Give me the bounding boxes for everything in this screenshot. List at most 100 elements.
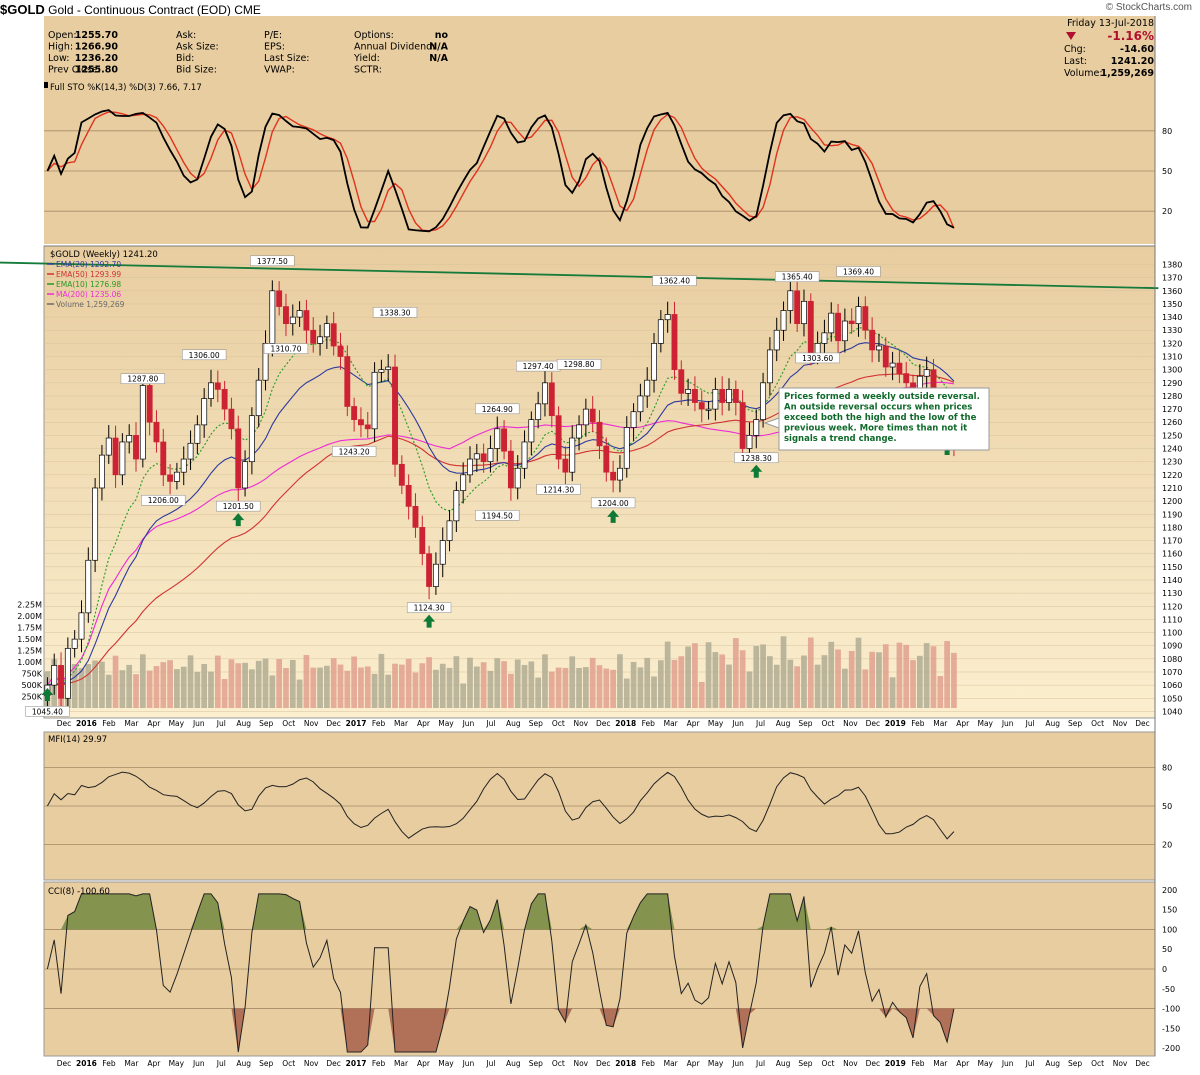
x-axis-label: Feb bbox=[102, 719, 116, 728]
price-label-box bbox=[775, 271, 820, 282]
price-label-text: 1264.90 bbox=[482, 405, 513, 414]
volume-bar bbox=[623, 678, 630, 708]
price-tick-label: 1160 bbox=[1162, 550, 1182, 559]
candle-body bbox=[167, 474, 174, 482]
price-label-text: 1206.00 bbox=[148, 496, 179, 505]
candle-body bbox=[705, 408, 712, 411]
volume-tick-label: 1.75M bbox=[17, 624, 42, 633]
volume-bar bbox=[773, 664, 780, 708]
candle-body bbox=[337, 345, 344, 357]
cci-tick-label: -150 bbox=[1162, 1024, 1180, 1033]
annotation-pointer bbox=[763, 417, 780, 429]
x-axis-label: Apr bbox=[956, 719, 970, 728]
candle-body bbox=[78, 612, 85, 640]
quote-options-value: no bbox=[435, 30, 449, 41]
price-tick-label: 1360 bbox=[1162, 287, 1182, 296]
x-axis-label: Feb bbox=[102, 1059, 116, 1068]
symbol: $GOLD bbox=[0, 2, 45, 17]
price-label-box bbox=[652, 275, 697, 286]
cci-tick-label: 150 bbox=[1162, 906, 1177, 915]
candle-body bbox=[637, 395, 644, 413]
volume-bar bbox=[194, 671, 201, 708]
candle-body bbox=[323, 323, 330, 338]
x-axis-label: Sep bbox=[529, 1059, 543, 1068]
quote-volume-value: 1,259,269 bbox=[1101, 68, 1155, 79]
mfi-line bbox=[46, 771, 955, 840]
volume-bar bbox=[896, 642, 903, 708]
candle-body bbox=[385, 366, 392, 371]
sto-panel-bg bbox=[44, 16, 1155, 244]
volume-tick-label: 250K bbox=[21, 693, 42, 702]
x-axis-label: 2018 bbox=[615, 1059, 636, 1068]
annotation-line: exceed both the high and the low of the bbox=[784, 413, 977, 423]
volume-bar bbox=[610, 669, 616, 708]
x-axis-label: Feb bbox=[372, 719, 386, 728]
x-axis-label: May bbox=[169, 719, 185, 728]
price-tick-label: 1180 bbox=[1162, 523, 1182, 532]
candle-body bbox=[317, 336, 323, 344]
sto-k-line bbox=[46, 109, 955, 233]
volume-bar bbox=[698, 681, 705, 708]
price-label-text: 1365.40 bbox=[782, 273, 813, 282]
price-label: 1204.00 bbox=[590, 497, 636, 509]
candle-body bbox=[582, 408, 589, 426]
x-axis-label: Jul bbox=[216, 719, 226, 728]
x-axis-label: Sep bbox=[1068, 719, 1082, 728]
x-axis-label: Oct bbox=[1091, 1059, 1104, 1068]
volume-bar bbox=[139, 654, 146, 708]
candle-body bbox=[467, 458, 473, 476]
volume-bar bbox=[882, 644, 889, 708]
x-axis-label: 2016 bbox=[76, 719, 97, 728]
price-tick-label: 1260 bbox=[1162, 418, 1182, 427]
volume-bar bbox=[71, 664, 78, 708]
mfi-legend: MFI(14) 29.97 bbox=[48, 735, 107, 745]
brand-logo[interactable]: © StockCharts.com bbox=[1105, 2, 1192, 13]
volume-bar bbox=[644, 657, 651, 708]
exchange: CME bbox=[234, 3, 261, 17]
candle-body bbox=[698, 402, 705, 410]
price-tick-label: 1290 bbox=[1162, 379, 1182, 388]
x-axis-label: Sep bbox=[529, 719, 543, 728]
volume-bar bbox=[473, 666, 480, 708]
volume-bar bbox=[439, 663, 446, 708]
candle-body bbox=[507, 450, 514, 489]
x-axis-label: Oct bbox=[282, 719, 295, 728]
volume-bar bbox=[596, 665, 603, 708]
price-label: 1214.30 bbox=[536, 484, 581, 495]
annotation-line: signals a trend change. bbox=[784, 434, 897, 444]
candle-body bbox=[453, 490, 460, 522]
volume-bar bbox=[221, 679, 228, 708]
volume-bar bbox=[562, 667, 569, 708]
price-label-box bbox=[263, 343, 309, 354]
candle-body bbox=[521, 441, 528, 469]
candle-body bbox=[664, 314, 671, 321]
volume-bar bbox=[514, 659, 521, 708]
candle-body bbox=[841, 320, 848, 342]
volume-bar bbox=[535, 677, 542, 708]
x-axis-label: Aug bbox=[236, 719, 251, 728]
candle-body bbox=[64, 647, 71, 699]
x-axis-label: Aug bbox=[1045, 719, 1060, 728]
volume-tick-label: 1.25M bbox=[17, 647, 42, 656]
price-label: 1297.40 bbox=[516, 360, 561, 372]
volume-bar bbox=[242, 662, 248, 708]
price-tick-label: 1370 bbox=[1162, 274, 1182, 283]
annotation-line: An outside reversal occurs when prices bbox=[784, 403, 972, 413]
x-axis-label: Jun bbox=[731, 719, 744, 728]
price-label-text: 1362.40 bbox=[659, 277, 690, 286]
quote-div-label: Annual Dividend: bbox=[354, 42, 435, 53]
x-axis-label: Nov bbox=[843, 1059, 858, 1068]
price-label: 1287.80 bbox=[120, 373, 165, 384]
candle-body bbox=[58, 665, 64, 699]
mfi-tick-label: 80 bbox=[1162, 764, 1172, 773]
volume-bar bbox=[583, 667, 589, 708]
candle-body bbox=[746, 435, 753, 449]
volume-bar bbox=[705, 642, 712, 708]
volume-bar bbox=[903, 644, 910, 708]
price-label-box bbox=[734, 452, 779, 464]
price-label: 1298.80 bbox=[556, 358, 602, 370]
x-axis-label: Jul bbox=[485, 1059, 495, 1068]
volume-bar bbox=[412, 672, 419, 708]
volume-bar bbox=[739, 650, 746, 708]
